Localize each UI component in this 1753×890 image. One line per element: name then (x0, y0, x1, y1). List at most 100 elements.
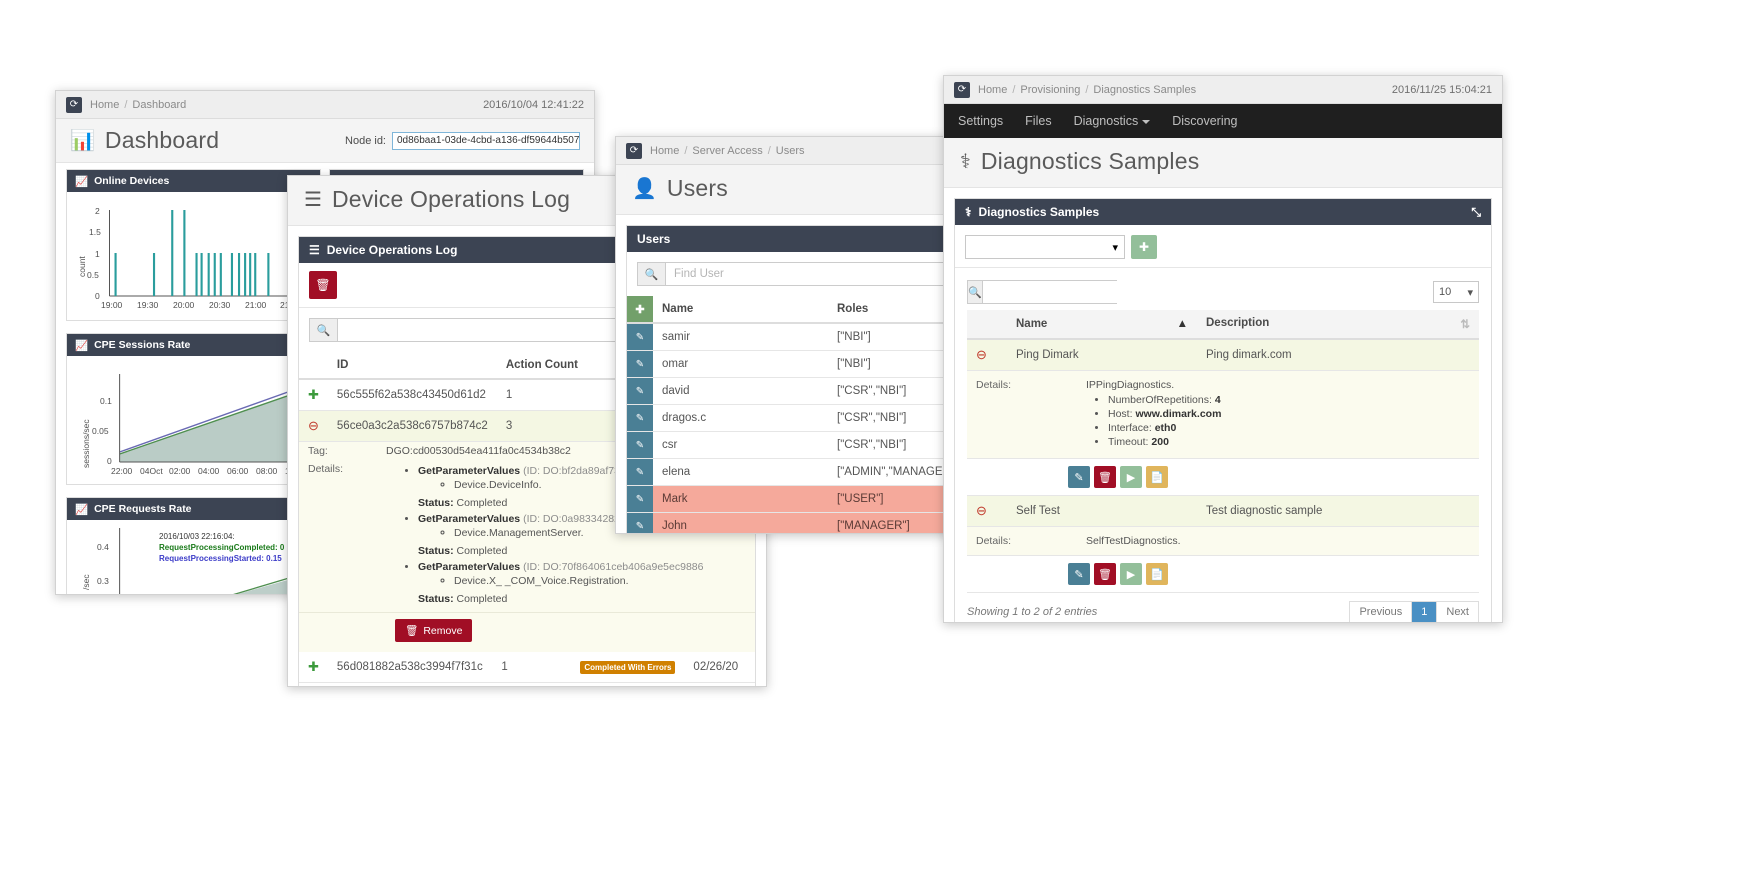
expand-icon[interactable]: ⤡ (1471, 204, 1481, 219)
detail-label: Details: (976, 535, 1012, 547)
minus-circle-icon[interactable]: ⊖ (976, 347, 987, 362)
edit-user-button[interactable]: ✎ (627, 377, 653, 405)
edit-sample-button[interactable]: ✎ (1068, 563, 1090, 585)
nav-item-settings[interactable]: Settings (958, 114, 1004, 128)
breadcrumb-item-users[interactable]: Users (775, 144, 805, 157)
breadcrumb-item-provisioning[interactable]: Provisioning (1020, 83, 1081, 96)
diagnostics-footer: Showing 1 to 2 of 2 entries Previous 1 N… (955, 593, 1491, 622)
edit-user-button[interactable]: ✎ (627, 404, 653, 432)
node-id-label: Node id: (345, 134, 386, 147)
row-toggle[interactable]: ⊖ (967, 339, 1007, 371)
refresh-icon[interactable]: ⟳ (954, 81, 970, 98)
refresh-icon[interactable]: ⟳ (626, 142, 642, 159)
edit-user-button[interactable]: ✎ (627, 512, 653, 533)
edit-user-button[interactable]: ✎ (627, 431, 653, 459)
edit-user-button[interactable]: ✎ (627, 458, 653, 486)
xtick: 22:00 (111, 466, 133, 476)
breadcrumb-item-home[interactable]: Home (90, 98, 120, 111)
pagination-page-1[interactable]: 1 (1412, 602, 1438, 622)
ytick: 0.5 (87, 270, 99, 280)
status-badge: Completed With Errors (580, 660, 676, 674)
row-toggle[interactable]: ⊖ (967, 495, 1007, 527)
chart-card-cpe-sessions-rate: 📈 CPE Sessions Rate sessions/sec 0.1 (66, 333, 321, 485)
row-toggle[interactable]: ✚ (299, 379, 328, 411)
th-action-count[interactable]: Action Count (496, 352, 603, 380)
xtick: 04:00 (198, 466, 220, 476)
table-row[interactable]: ⊖ Self Test Test diagnostic sample (967, 495, 1479, 527)
diagnostics-topnav: Settings Files Diagnostics Discovering (944, 104, 1502, 138)
breadcrumb-item-server-access[interactable]: Server Access (692, 144, 763, 157)
row-toggle[interactable]: ✚ (299, 652, 328, 683)
refresh-icon[interactable]: ⟳ (66, 96, 82, 113)
trash-icon: 🗑 (405, 625, 419, 637)
diagnostics-table: Name ▲ Description ⇅ ⊖ Ping Dim (967, 310, 1479, 593)
plus-icon[interactable]: ✚ (308, 387, 319, 402)
find-user-input[interactable] (666, 263, 992, 285)
detail-tag-label: Tag: (308, 445, 328, 457)
edit-sample-button[interactable]: ✎ (1068, 466, 1090, 488)
table-row[interactable]: ✚ 56d081882a538c3994f7f31c 1 Completed W… (299, 652, 755, 683)
diagnostic-type-select[interactable]: ▾ (965, 235, 1125, 259)
table-header-row: Name ▲ Description ⇅ (967, 310, 1479, 340)
minus-icon[interactable]: ⊖ (308, 418, 319, 433)
plus-square-icon: ✚ (1138, 240, 1150, 254)
add-user-button[interactable]: ✚ (627, 296, 653, 324)
pagination-previous[interactable]: Previous (1350, 602, 1413, 622)
table-row[interactable]: ⊖ Ping Dimark Ping dimark.com (967, 339, 1479, 371)
th-id[interactable]: ID (327, 352, 497, 380)
edit-user-button[interactable]: ✎ (627, 485, 653, 513)
delete-sample-button[interactable]: 🗑 (1094, 563, 1116, 585)
file-sample-button[interactable]: 📄 (1146, 466, 1168, 488)
cell-description: Ping dimark.com (1197, 339, 1479, 371)
chart-card-cpe-requests-rate: 📈 CPE Requests Rate /sec 0.4 0.3 (66, 497, 321, 594)
dashboard-breadcrumb-bar: ⟳ Home / Dashboard 2016/10/04 12:41:22 (56, 91, 594, 119)
breadcrumb-item-home[interactable]: Home (650, 144, 680, 157)
xtick: 06:00 (227, 466, 249, 476)
run-sample-button[interactable]: ▶ (1120, 563, 1142, 585)
breadcrumb-item-dashboard[interactable]: Dashboard (132, 98, 187, 111)
pencil-icon: ✎ (635, 412, 645, 424)
detail-status-value: Completed (456, 593, 508, 605)
pencil-icon: ✎ (635, 331, 645, 343)
plus-icon[interactable]: ✚ (308, 659, 319, 674)
add-sample-button[interactable]: ✚ (1131, 235, 1157, 259)
nav-item-files[interactable]: Files (1025, 114, 1052, 128)
detail-item: NumberOfRepetitions: 4 (1108, 394, 1221, 406)
edit-user-button[interactable]: ✎ (627, 350, 653, 378)
cell-id: 56ce0a3c2a538c6757b874c2 (327, 410, 497, 442)
page-length-select[interactable]: 10 ▾ (1433, 281, 1479, 303)
th-name[interactable]: Name ▲ (1007, 310, 1197, 340)
pencil-icon: ✎ (635, 520, 645, 532)
th-name[interactable]: Name (653, 296, 828, 324)
run-sample-button[interactable]: ▶ (1120, 466, 1142, 488)
users-search[interactable]: 🔍 (637, 262, 993, 286)
pagination-next[interactable]: Next (1437, 602, 1478, 622)
detail-tag-value: DGO:cd00530d54ea411fa0c4534b38c2 (386, 445, 571, 457)
dashboard-column-left: 📈 Online Devices ⚙ (66, 169, 321, 594)
hamburger-icon: ☰ (304, 188, 322, 211)
th-description[interactable]: Description ⇅ (1197, 310, 1479, 340)
table-row[interactable]: ✎ Mark ["USER"] (627, 485, 1003, 513)
remove-button[interactable]: 🗑 Remove (395, 619, 473, 642)
row-toggle[interactable]: ✚ (299, 682, 328, 686)
dashboard-window: ⟳ Home / Dashboard 2016/10/04 12:41:22 📊… (55, 90, 595, 595)
diagnostics-type-row: ▾ ✚ (955, 225, 1491, 267)
minus-circle-icon[interactable]: ⊖ (976, 503, 987, 518)
file-sample-button[interactable]: 📄 (1146, 563, 1168, 585)
delete-button[interactable]: 🗑 (309, 271, 337, 299)
table-row[interactable]: ✚ 56d081882a538c3994f7f31d 1 Completed 0… (299, 682, 755, 686)
nav-item-discovering[interactable]: Discovering (1172, 114, 1238, 128)
diagnostics-search[interactable]: 🔍 (967, 280, 1153, 304)
nav-item-diagnostics[interactable]: Diagnostics (1074, 114, 1151, 128)
node-selector-row: Node id: 0d86baa1-03de-4cbd-a136-df59644… (345, 131, 580, 150)
breadcrumb-item-home[interactable]: Home (978, 83, 1008, 96)
row-toggle[interactable]: ⊖ (299, 410, 328, 442)
diagnostics-page-head: ⚕ Diagnostics Samples (944, 138, 1502, 188)
search-input[interactable] (982, 281, 1153, 303)
delete-sample-button[interactable]: 🗑 (1094, 466, 1116, 488)
chart-tooltip: 2016/10/03 22:16:04: RequestProcessingCo… (159, 532, 284, 564)
node-id-select[interactable]: 0d86baa1-03de-4cbd-a136-df59644b5075 ▾ (392, 131, 580, 150)
edit-user-button[interactable]: ✎ (627, 323, 653, 351)
breadcrumb-item-diagnostics-samples[interactable]: Diagnostics Samples (1093, 83, 1197, 96)
dashboard-page-head: 📊 Dashboard Node id: 0d86baa1-03de-4cbd-… (56, 119, 594, 163)
